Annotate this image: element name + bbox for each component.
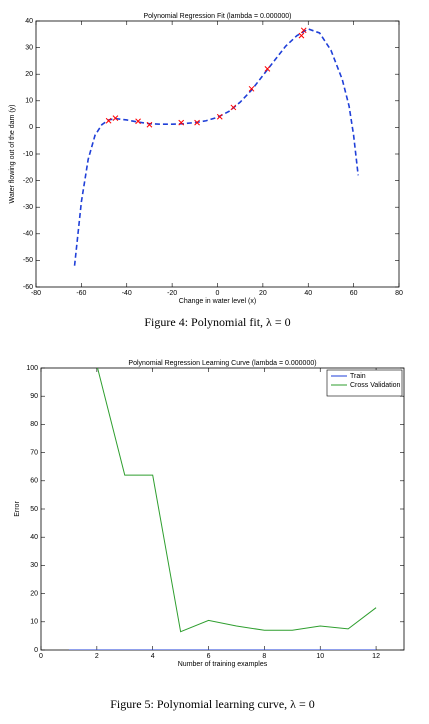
y-tick-label: -20 <box>23 177 33 184</box>
caption: Figure 5: Polynomial learning curve, λ =… <box>110 697 315 711</box>
axes-frame <box>35 20 400 288</box>
data-point <box>264 66 271 72</box>
x-tick-label: 80 <box>395 290 403 297</box>
x-tick-label: -40 <box>122 290 132 297</box>
y-tick-label: 30 <box>30 562 38 569</box>
data-point <box>298 32 305 39</box>
x-tick-label: 12 <box>372 653 380 660</box>
plot-area <box>73 27 359 266</box>
chart-title: Polynomial Regression Fit (lambda = 0.00… <box>143 13 291 20</box>
y-tick-label: 30 <box>25 44 33 51</box>
y-tick-label: 70 <box>30 449 38 456</box>
data-point <box>194 119 200 126</box>
x-axis-label: Change in water level (x) <box>179 298 256 305</box>
y-tick-label: 10 <box>25 98 33 105</box>
y-tick-label: 40 <box>25 18 33 25</box>
axes-frame <box>40 367 405 651</box>
x-tick-label: -20 <box>167 290 177 297</box>
chart-title: Polynomial Regression Learning Curve (la… <box>128 360 316 367</box>
x-tick-label: 2 <box>95 653 99 660</box>
x-tick-label: 0 <box>39 653 43 660</box>
y-tick-label: -40 <box>23 231 33 238</box>
y-tick-label: -60 <box>23 284 33 291</box>
legend-box <box>326 369 403 397</box>
x-tick-label: 40 <box>304 290 312 297</box>
x-tick-label: 6 <box>207 653 211 660</box>
legend-label: Cross Validation <box>350 382 401 389</box>
data-point <box>105 117 112 124</box>
data-point <box>300 27 307 34</box>
chart: 0 2 4 6 8 10 12 0 10 20 30 40 50 60 70 80 90 100 Polynomia… <box>14 360 405 711</box>
y-tick-label: 20 <box>25 71 33 78</box>
x-tick-label: 4 <box>151 653 155 660</box>
y-tick-label: 0 <box>29 124 33 131</box>
y-tick-label: 0 <box>34 647 38 654</box>
y-tick-label: -50 <box>23 257 33 264</box>
y-tick-label: 20 <box>30 590 38 597</box>
data-point <box>248 85 255 92</box>
data-point <box>112 115 119 121</box>
y-tick-label: -30 <box>23 204 33 211</box>
y-tick-label: 60 <box>30 478 38 485</box>
data-point <box>146 121 153 128</box>
series-line <box>97 368 377 633</box>
chart: -80 -60 -40 -20 0 20 40 60 80-60-50-40-30-20-100… <box>9 13 403 329</box>
x-tick-label: 20 <box>259 290 267 297</box>
data-point <box>230 104 237 111</box>
data-point <box>135 118 141 125</box>
x-axis-label: Number of training examples <box>178 661 268 668</box>
data-point <box>216 113 223 120</box>
x-tick-label: -80 <box>31 290 41 297</box>
y-tick-label: 50 <box>30 506 38 513</box>
y-tick-label: 90 <box>30 393 38 400</box>
y-tick-label: 10 <box>30 619 38 626</box>
caption: Figure 4: Polynomial fit, λ = 0 <box>144 315 290 329</box>
y-tick-label: -10 <box>23 151 33 158</box>
legend-label: Train <box>350 373 366 380</box>
y-tick-label: 100 <box>26 365 38 372</box>
y-axis-label: Error <box>14 501 21 517</box>
x-tick-label: 60 <box>350 290 358 297</box>
x-tick-label: -60 <box>76 290 86 297</box>
y-axis-label: Water flowing out of the dam (y) <box>9 105 16 204</box>
y-tick-label: 80 <box>30 421 38 428</box>
x-tick-label: 10 <box>316 653 324 660</box>
x-tick-label: 0 <box>216 290 220 297</box>
plot-area <box>68 368 377 650</box>
x-tick-label: 8 <box>262 653 266 660</box>
data-point <box>178 119 185 126</box>
fit-line <box>73 28 359 266</box>
y-tick-label: 40 <box>30 534 38 541</box>
